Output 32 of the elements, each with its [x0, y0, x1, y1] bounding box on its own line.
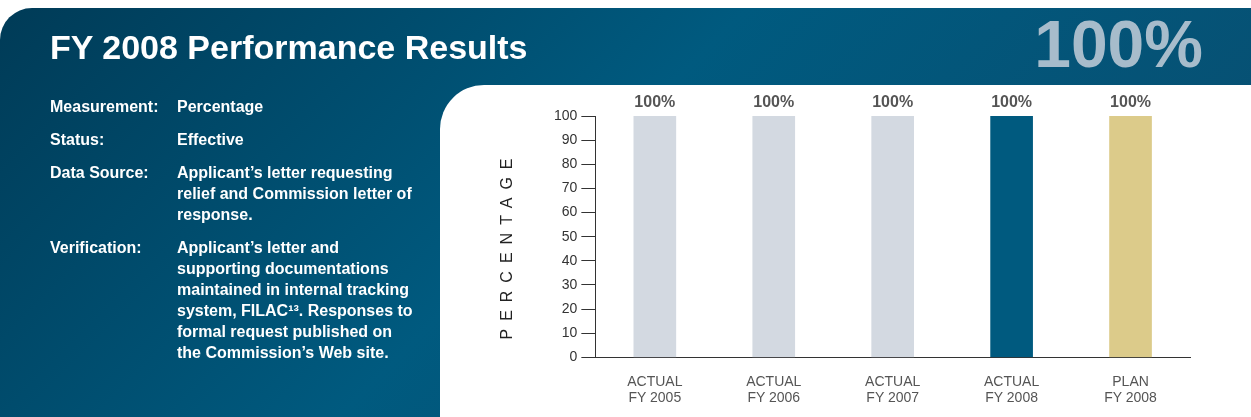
y-tick-label: 20 [561, 299, 578, 316]
text: Verification: [50, 238, 143, 258]
x-tick-label: PLAN FY 2008 [1104, 372, 1158, 406]
text: Effective [177, 130, 245, 150]
y-tick-label: 90 [561, 131, 578, 147]
data-label: 100% [753, 93, 795, 111]
y-tick-label: 100 [554, 106, 578, 123]
data-label: 100% [991, 93, 1033, 111]
x-tick-label: ACTUAL FY 2007 [865, 372, 921, 406]
text: Applicant’s letter and supporting documentations maintained in internal tracking system, FILAC¹³. Responses to formal request published on the Commission’s Web site. [177, 238, 414, 363]
data-label: 100% [1110, 93, 1151, 111]
y-tick-label: 60 [561, 203, 578, 220]
data-label: 100% [872, 93, 914, 111]
y-tick-label: 50 [561, 227, 578, 244]
x-tick-label: ACTUAL FY 2005 [627, 372, 683, 406]
x-tick-label: ACTUAL FY 2006 [746, 372, 802, 406]
y-tick-label: 70 [561, 179, 578, 196]
data-label: 100% [634, 93, 676, 111]
text: 100% [1034, 6, 1203, 82]
text: Status: [50, 130, 106, 150]
text: Percentage [177, 97, 265, 117]
x-tick-label: ACTUAL FY 2008 [983, 372, 1040, 406]
source-note: Data Source: [50, 163, 150, 183]
y-tick-label: 40 [561, 251, 578, 268]
y-axis-title: PERCENTAGE [498, 150, 516, 340]
y-tick-label: 80 [561, 155, 578, 172]
y-tick-label: 10 [561, 324, 578, 341]
y-tick-label: 0 [569, 348, 578, 365]
y-tick-label: 30 [561, 275, 578, 292]
text: FY 2008 Performance Results [50, 28, 528, 67]
text: Applicant’s letter requesting relief and Commission letter of response. [177, 163, 413, 225]
text: Measurement: [50, 97, 160, 117]
